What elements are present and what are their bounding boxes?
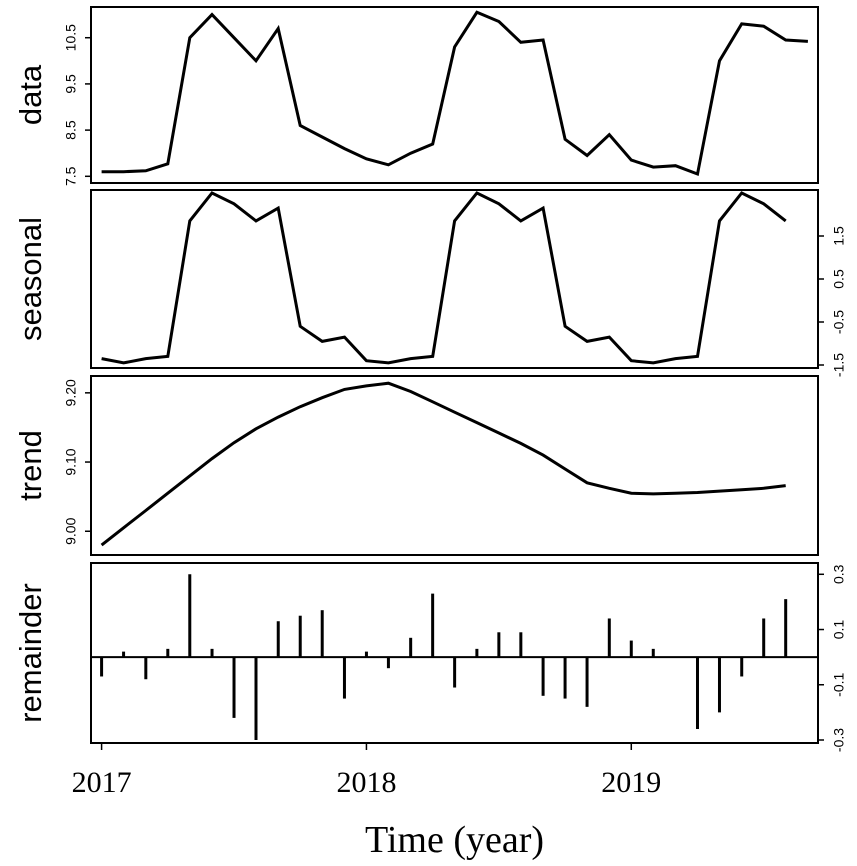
x-axis: 2017 2018 2019 Time (year) [72, 743, 661, 861]
ytick-label-data: 8.5 [63, 120, 79, 140]
panel-frame-data [90, 6, 819, 184]
panel-frame-remainder [90, 562, 819, 744]
ytick-label-remainder: -0.1 [831, 672, 847, 696]
ytick-label-seasonal: 0.5 [831, 269, 847, 289]
panel-frame-trend [90, 375, 819, 556]
series-line-data [101, 10, 808, 177]
ytick-label-remainder: 0.3 [831, 564, 847, 584]
series-line-trend [100, 381, 786, 547]
ytick-label-trend: 9.20 [63, 379, 79, 406]
ytick-label-seasonal: -1.5 [831, 353, 847, 377]
ytick-label-trend: 9.00 [63, 517, 79, 544]
panel-label-trend: trend [13, 430, 48, 501]
panel-remainder: remainder -0.3 -0.1 0.1 0.3 [13, 562, 847, 752]
ytick-label-data: 9.5 [63, 74, 79, 94]
panel-seasonal: seasonal -1.5 -0.5 0.5 1.5 [13, 189, 847, 377]
series-line-seasonal [101, 191, 787, 365]
panel-data: data 7.5 8.5 9.5 10.5 [13, 6, 819, 186]
ytick-label-seasonal: -0.5 [831, 310, 847, 334]
ytick-label-remainder: -0.3 [831, 728, 847, 752]
panel-label-data: data [13, 64, 48, 125]
xtick-label: 2019 [601, 766, 661, 799]
ytick-label-data: 7.5 [63, 166, 79, 186]
panel-label-remainder: remainder [13, 583, 48, 723]
ytick-label-data: 10.5 [63, 24, 79, 51]
ytick-label-remainder: 0.1 [831, 620, 847, 640]
ytick-label-seasonal: 1.5 [831, 226, 847, 246]
ytick-label-trend: 9.10 [63, 448, 79, 475]
panel-trend: trend 9.00 9.10 9.20 [13, 375, 819, 556]
xtick-label: 2017 [72, 766, 132, 799]
panel-label-seasonal: seasonal [13, 217, 48, 341]
x-axis-title: Time (year) [365, 819, 544, 861]
xtick-label: 2018 [336, 766, 396, 799]
